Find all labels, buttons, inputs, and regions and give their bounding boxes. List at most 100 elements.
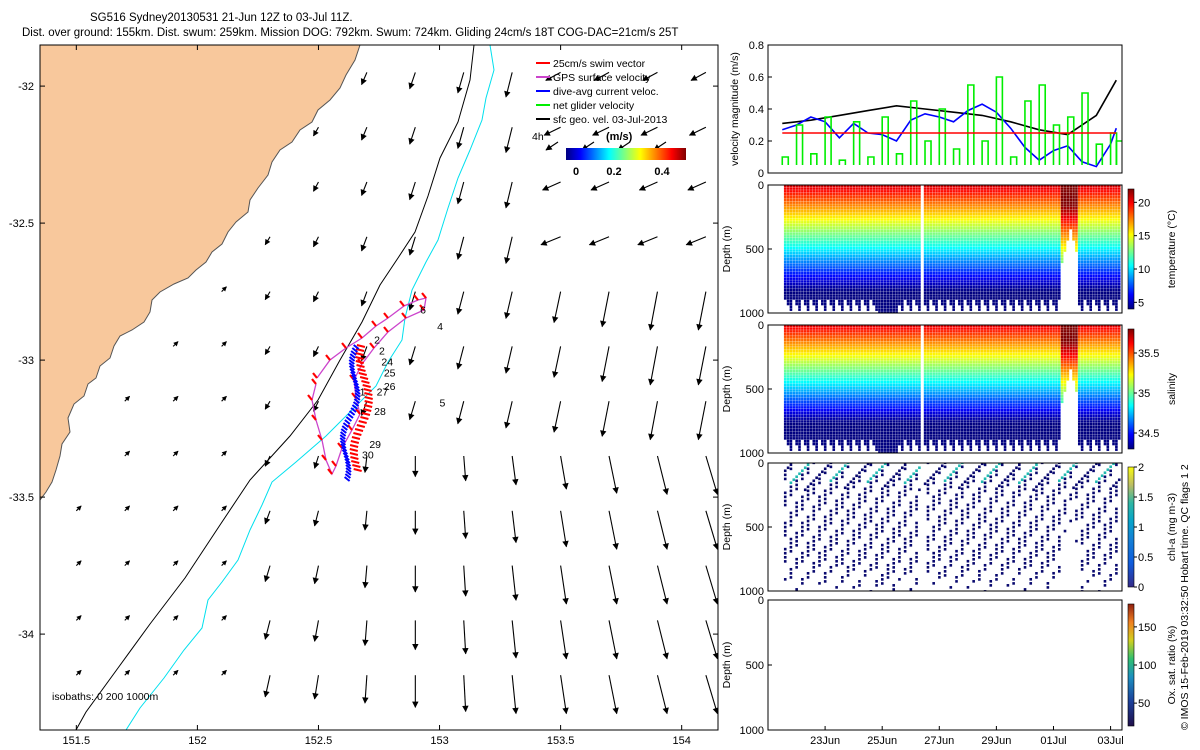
profile-point [975, 192, 978, 196]
profile-point [852, 297, 856, 300]
profile-point [929, 209, 933, 213]
profile-point [1038, 246, 1041, 249]
profile-point [1009, 223, 1013, 227]
profile-point [966, 187, 970, 190]
profile-point [866, 277, 870, 280]
profile-point [958, 204, 961, 207]
profile-point [1035, 288, 1038, 292]
profile-point [1046, 257, 1050, 261]
profile-point [980, 221, 984, 224]
profile-point [801, 223, 804, 227]
profile-point [975, 198, 978, 202]
sfc-velocity-arrow-head [124, 505, 131, 511]
sfc-velocity-arrow-head [648, 433, 655, 441]
profile-point [1057, 232, 1061, 235]
profile-point [869, 209, 873, 213]
profile-point [1038, 283, 1041, 286]
profile-point [949, 288, 953, 292]
profile-point [1032, 192, 1035, 196]
profile-point [998, 277, 1001, 280]
profile-point [946, 280, 950, 283]
profile-point [863, 192, 867, 196]
profile-point [966, 235, 970, 238]
profile-point [838, 192, 841, 196]
profile-point [926, 297, 930, 300]
profile-point [895, 237, 898, 241]
profile-point [938, 201, 941, 204]
profile-point [1063, 243, 1067, 247]
profile-point [1015, 187, 1018, 190]
profile-point [863, 299, 867, 303]
profile-point [980, 185, 984, 188]
profile-point [869, 268, 873, 272]
profile-point [792, 218, 796, 221]
profile-point [858, 263, 861, 266]
profile-point [858, 268, 861, 272]
profile-point [915, 212, 918, 216]
profile-point [852, 198, 856, 202]
profile-point [978, 198, 981, 202]
profile-point [900, 212, 904, 216]
profile-point [1035, 218, 1038, 221]
profile-point [972, 235, 975, 238]
profile-point [1080, 198, 1084, 202]
profile-point [863, 206, 867, 210]
profile-point [929, 268, 933, 272]
profile-point [915, 283, 918, 286]
profile-point [838, 291, 841, 295]
profile-point [940, 187, 944, 190]
profile-point [826, 285, 830, 289]
profile-point [960, 218, 964, 221]
profile-point [960, 221, 964, 224]
profile-point [900, 235, 904, 238]
profile-point [1049, 235, 1053, 238]
profile-point [1023, 274, 1027, 278]
profile-point [1046, 190, 1050, 193]
profile-point [1003, 252, 1007, 255]
profile-point [815, 305, 818, 309]
profile-point [872, 206, 876, 210]
profile-point [1012, 206, 1015, 210]
profile-point [1046, 271, 1050, 275]
profile-point [1055, 291, 1058, 295]
profile-point [858, 254, 861, 258]
profile-point [1015, 260, 1018, 264]
profile-point [878, 280, 881, 283]
profile-point [855, 299, 858, 303]
profile-point [986, 185, 990, 188]
profile-point [1043, 294, 1047, 297]
profile-point [1003, 294, 1007, 297]
profile-point [1046, 195, 1050, 199]
profile-point [789, 185, 793, 188]
profile-point [1012, 229, 1015, 233]
profile-point [801, 229, 804, 233]
dac-vector [352, 380, 359, 386]
profile-point [963, 291, 967, 295]
profile-point [1018, 215, 1021, 219]
profile-point [841, 263, 844, 266]
profile-point [812, 185, 816, 188]
profile-point [1038, 218, 1041, 221]
profile-point [841, 195, 844, 199]
profile-point [975, 221, 978, 224]
profile-point [843, 223, 847, 227]
profile-point [1083, 274, 1087, 278]
profile-point [946, 235, 950, 238]
profile-point [1092, 187, 1095, 190]
profile-point [1049, 185, 1053, 188]
profile-point [903, 260, 907, 264]
profile-point [1075, 249, 1078, 252]
profile-point [880, 226, 884, 230]
profile-point [963, 252, 967, 255]
profile-point [955, 297, 958, 300]
profile-point [966, 283, 970, 286]
profile-point [998, 201, 1001, 204]
profile-point [912, 185, 915, 188]
profile-point [912, 274, 915, 278]
profile-point [1023, 226, 1027, 230]
profile-point [795, 274, 798, 278]
profile-point [972, 263, 975, 266]
profile-point [803, 240, 807, 244]
profile-point [915, 299, 918, 303]
profile-point [809, 283, 813, 286]
